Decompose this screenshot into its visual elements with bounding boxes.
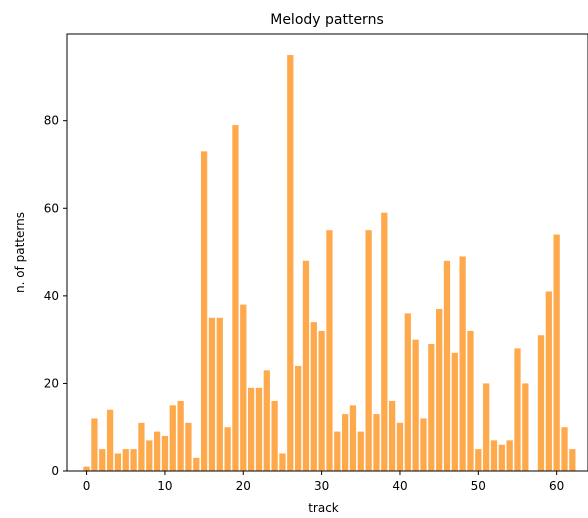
bar-track-21 bbox=[247, 387, 255, 471]
bar-track-19 bbox=[232, 125, 239, 471]
bar-track-12 bbox=[177, 400, 184, 471]
bar-track-58 bbox=[537, 335, 545, 471]
y-axis-label: n. of patterns bbox=[13, 212, 27, 293]
bar-track-10 bbox=[161, 435, 169, 471]
bars-group bbox=[83, 55, 576, 472]
bar-track-5 bbox=[122, 449, 129, 471]
bar-track-25 bbox=[279, 453, 286, 471]
bar-track-18 bbox=[224, 427, 231, 471]
bar-track-55 bbox=[514, 348, 521, 471]
bar-track-49 bbox=[467, 330, 474, 471]
bar-track-54 bbox=[506, 440, 513, 471]
x-tick-label: 60 bbox=[549, 479, 564, 493]
bar-track-30 bbox=[318, 330, 325, 471]
x-tick-label: 30 bbox=[314, 479, 329, 493]
bar-track-46 bbox=[443, 260, 451, 471]
bar-track-6 bbox=[130, 449, 137, 471]
bar-track-24 bbox=[271, 400, 278, 471]
bar-track-0 bbox=[83, 466, 90, 471]
x-tick-label: 40 bbox=[392, 479, 407, 493]
bar-track-40 bbox=[396, 422, 404, 471]
bar-track-61 bbox=[561, 427, 568, 471]
bar-track-11 bbox=[169, 405, 176, 471]
bar-track-23 bbox=[263, 370, 270, 471]
bar-track-37 bbox=[373, 414, 380, 471]
chart-title: Melody patterns bbox=[270, 12, 384, 28]
bar-track-28 bbox=[302, 260, 310, 471]
bar-track-9 bbox=[153, 431, 161, 471]
bar-track-13 bbox=[185, 422, 192, 471]
bar-track-38 bbox=[381, 212, 388, 471]
bar-track-41 bbox=[404, 313, 411, 471]
bar-track-27 bbox=[294, 365, 302, 471]
y-tick-label: 0 bbox=[51, 464, 59, 478]
bar-track-16 bbox=[208, 317, 216, 471]
y-axis-ticks: 0 20 40 60 80 bbox=[44, 114, 67, 478]
bar-track-60 bbox=[553, 234, 560, 471]
bar-track-47 bbox=[451, 352, 458, 471]
x-axis-ticks: 0 10 20 30 40 50 60 bbox=[83, 471, 564, 493]
bar-track-59 bbox=[545, 291, 552, 471]
bar-track-56 bbox=[522, 383, 529, 471]
bar-track-52 bbox=[490, 440, 498, 471]
bar-track-51 bbox=[483, 383, 490, 471]
bar-track-7 bbox=[138, 422, 145, 471]
bar-track-17 bbox=[216, 317, 223, 471]
bar-track-15 bbox=[200, 151, 208, 471]
y-tick-label: 60 bbox=[44, 201, 59, 215]
bar-track-14 bbox=[193, 457, 200, 471]
bar-track-2 bbox=[99, 449, 106, 471]
bar-track-20 bbox=[240, 304, 247, 471]
bar-track-50 bbox=[475, 449, 482, 471]
bar-track-36 bbox=[365, 230, 372, 471]
bar-track-45 bbox=[436, 308, 443, 471]
x-tick-label: 0 bbox=[83, 479, 91, 493]
x-axis-label: track bbox=[308, 501, 339, 515]
bar-track-4 bbox=[114, 453, 122, 471]
bar-track-44 bbox=[428, 344, 435, 471]
bar-track-48 bbox=[459, 256, 466, 471]
bar-track-32 bbox=[334, 431, 341, 471]
bar-track-43 bbox=[420, 418, 427, 471]
bar-track-39 bbox=[389, 400, 396, 471]
bar-track-42 bbox=[412, 339, 419, 471]
bar-track-8 bbox=[146, 440, 153, 471]
y-tick-label: 80 bbox=[44, 114, 59, 128]
bar-track-62 bbox=[569, 449, 576, 471]
plot-frame bbox=[66, 33, 588, 472]
x-tick-label: 50 bbox=[471, 479, 486, 493]
bar-track-33 bbox=[341, 414, 349, 471]
bar-track-3 bbox=[106, 409, 114, 471]
y-tick-label: 40 bbox=[44, 289, 59, 303]
bar-track-22 bbox=[255, 387, 263, 471]
bar-track-31 bbox=[326, 230, 333, 471]
bar-track-53 bbox=[498, 444, 505, 471]
x-tick-label: 10 bbox=[157, 479, 172, 493]
bar-track-26 bbox=[287, 55, 294, 472]
x-tick-label: 20 bbox=[236, 479, 251, 493]
bar-track-29 bbox=[310, 322, 317, 471]
bar-track-34 bbox=[349, 405, 357, 471]
bar-track-35 bbox=[357, 431, 364, 471]
bar-track-1 bbox=[91, 418, 98, 471]
y-tick-label: 20 bbox=[44, 376, 59, 390]
